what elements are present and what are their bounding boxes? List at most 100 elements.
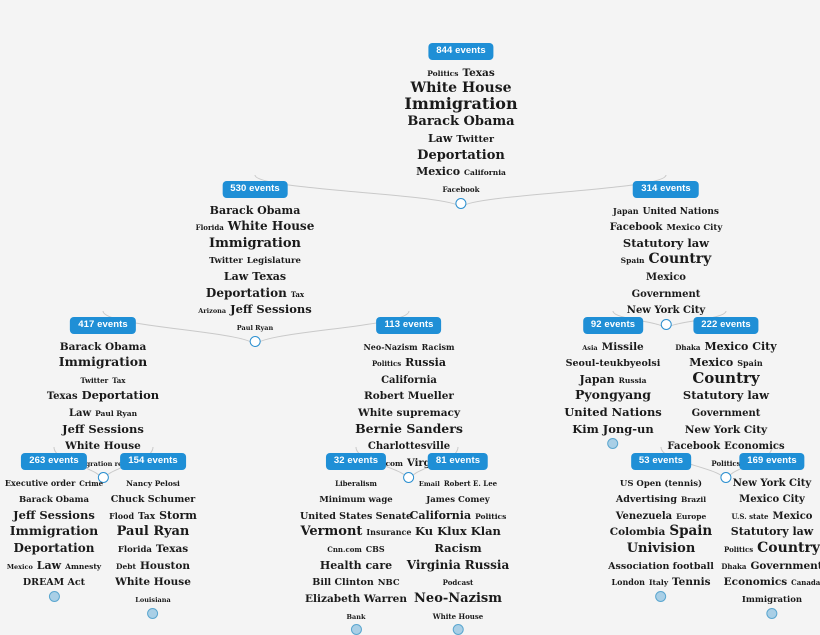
word-cloud-term[interactable]: Missile <box>601 340 644 353</box>
branch-node-dot[interactable] <box>249 335 261 347</box>
word-cloud-term[interactable]: Vermont <box>300 524 363 540</box>
word-cloud-term[interactable]: Deportation <box>205 285 287 300</box>
word-cloud-term[interactable]: Texas <box>252 270 287 283</box>
word-cloud-term[interactable]: Government <box>691 408 761 419</box>
branch-node-dot[interactable] <box>403 471 415 483</box>
word-cloud-term[interactable]: Florida <box>117 545 152 555</box>
word-cloud-term[interactable]: Executive order <box>4 477 76 488</box>
word-cloud-term[interactable]: Insurance <box>366 527 412 538</box>
word-cloud-term[interactable]: Racism <box>434 541 482 555</box>
branch-node-dot[interactable] <box>720 471 732 483</box>
word-cloud-term[interactable]: Texas <box>462 66 495 79</box>
word-cloud-term[interactable]: United Nations <box>564 405 662 419</box>
word-cloud-term[interactable]: Jeff Sessions <box>62 421 144 436</box>
word-cloud-term[interactable]: Health care <box>319 558 393 572</box>
tree-node-169[interactable]: 169 events New York City Mexico City U.S. s… <box>719 448 820 619</box>
word-cloud-term[interactable]: Russia <box>618 375 647 385</box>
word-cloud-term[interactable]: Arizona <box>198 307 227 316</box>
tree-node-844[interactable]: 844 events Politics Texas White House Immigr… <box>402 38 519 209</box>
word-cloud-term[interactable]: NBC <box>377 578 400 589</box>
word-cloud-term[interactable]: Podcast <box>442 578 474 588</box>
word-cloud-term[interactable]: Mexico City <box>666 223 723 234</box>
word-cloud-term[interactable]: Paul Ryan <box>95 409 138 418</box>
word-cloud-term[interactable]: Facebook <box>442 184 480 194</box>
word-cloud-term[interactable]: Chuck Schumer <box>110 494 196 506</box>
word-cloud-term[interactable]: Government <box>750 559 820 572</box>
word-cloud-term[interactable]: Pyongyang <box>574 387 652 403</box>
word-cloud-term[interactable]: Texas <box>155 543 189 555</box>
word-cloud-term[interactable]: White House <box>432 611 484 621</box>
word-cloud-term[interactable]: Elizabeth Warren <box>305 592 407 605</box>
word-cloud-term[interactable]: Storm <box>159 508 197 522</box>
word-cloud-term[interactable]: Spain <box>669 523 713 540</box>
word-cloud-term[interactable]: White supremacy <box>357 407 461 419</box>
word-cloud-term[interactable]: Mexico <box>772 510 813 522</box>
tree-node-92[interactable]: 92 events Asia Missile Seoul-teukbyeolsi Jap… <box>562 312 664 450</box>
word-cloud-term[interactable]: Jeff Sessions <box>230 302 312 317</box>
branch-node-dot[interactable] <box>660 318 672 330</box>
word-cloud-term[interactable]: Bank <box>346 612 366 621</box>
word-cloud-term[interactable]: White House <box>227 219 315 234</box>
tree-node-263[interactable]: 263 events Executive order Crime Barack Oba… <box>3 448 105 602</box>
word-cloud-term[interactable]: Dhaka <box>721 561 747 571</box>
word-cloud-term[interactable]: Brazil <box>680 495 707 505</box>
word-cloud-term[interactable]: Tennis <box>672 576 711 589</box>
word-cloud-term[interactable]: Charlottesville <box>367 441 451 453</box>
branch-node-dot[interactable] <box>97 471 109 483</box>
word-cloud-term[interactable]: Mexico City <box>739 494 805 506</box>
word-cloud-term[interactable]: White House <box>410 80 512 97</box>
word-cloud-term[interactable]: Mexico <box>416 165 461 179</box>
word-cloud-term[interactable]: California <box>409 508 472 522</box>
word-cloud-term[interactable]: Immigration <box>58 354 148 370</box>
word-cloud-term[interactable]: Crime <box>79 478 104 488</box>
tree-node-530[interactable]: 530 events Barack Obama Florida White House… <box>194 176 317 347</box>
branch-node-dot[interactable] <box>455 197 467 209</box>
leaf-node-dot[interactable] <box>48 590 60 602</box>
word-cloud-term[interactable]: Robert E. Lee <box>443 478 498 488</box>
word-cloud-term[interactable]: Immigration <box>209 235 301 251</box>
word-cloud-term[interactable]: Houston <box>140 559 190 572</box>
word-cloud-term[interactable]: California <box>464 168 506 178</box>
word-cloud-term[interactable]: Economics <box>723 576 788 589</box>
tree-node-53[interactable]: 53 events US Open (tennis) Advertising Braz… <box>606 448 716 602</box>
word-cloud-term[interactable]: Mexico <box>646 272 686 283</box>
leaf-node-dot[interactable] <box>766 607 778 619</box>
word-cloud-term[interactable]: Russia <box>405 356 446 370</box>
word-cloud-term[interactable]: Country <box>692 368 760 387</box>
word-cloud-term[interactable]: Univision <box>626 541 696 556</box>
word-cloud-term[interactable]: Asia <box>582 343 598 352</box>
word-cloud-term[interactable]: James Comey <box>426 495 490 506</box>
tree-node-154[interactable]: 154 events Nancy Pelosi Chuck Schumer Flood… <box>107 448 199 619</box>
word-cloud-term[interactable]: Racism <box>421 341 455 352</box>
word-cloud-term[interactable]: Mexico <box>6 562 33 571</box>
word-cloud-term[interactable]: Colombia <box>609 526 666 539</box>
word-cloud-term[interactable]: New York City <box>684 423 768 436</box>
word-cloud-term[interactable]: Twitter <box>456 134 494 145</box>
leaf-node-dot[interactable] <box>147 607 159 619</box>
word-cloud-term[interactable]: Robert Mueller <box>364 390 454 403</box>
word-cloud-term[interactable]: Minimum wage <box>319 495 393 506</box>
word-cloud-term[interactable]: White House <box>65 440 141 453</box>
word-cloud-term[interactable]: Tax <box>112 375 126 385</box>
word-cloud-term[interactable]: United States Senate <box>299 510 413 522</box>
word-cloud-term[interactable]: Flood <box>109 510 135 521</box>
word-cloud-term[interactable]: Immigration <box>9 523 99 539</box>
word-cloud-term[interactable]: Twitter <box>209 256 243 267</box>
word-cloud-term[interactable]: Kim Jong-un <box>572 421 654 436</box>
word-cloud-term[interactable]: Japan <box>613 205 639 216</box>
word-cloud-term[interactable]: California <box>381 374 437 386</box>
word-cloud-term[interactable]: Seoul-teukbyeolsi <box>565 358 661 370</box>
word-cloud-term[interactable]: Barack Obama <box>18 495 90 506</box>
word-cloud-term[interactable]: Tax <box>290 289 305 299</box>
word-cloud-term[interactable]: Deportation <box>417 147 505 163</box>
word-cloud-term[interactable]: Neo-Nazism <box>363 341 418 352</box>
word-cloud-term[interactable]: Mexico <box>689 356 734 370</box>
word-cloud-term[interactable]: Canada <box>791 578 820 588</box>
word-cloud-term[interactable]: Dhaka <box>675 342 701 352</box>
word-cloud-term[interactable]: Spain <box>737 358 763 369</box>
word-cloud-term[interactable]: Barack Obama <box>209 203 301 217</box>
word-cloud-term[interactable]: Economics <box>724 441 785 453</box>
word-cloud-term[interactable]: Paul Ryan <box>116 524 190 540</box>
word-cloud-term[interactable]: Facebook <box>609 222 663 234</box>
word-cloud-term[interactable]: Immigration reform <box>66 459 140 468</box>
